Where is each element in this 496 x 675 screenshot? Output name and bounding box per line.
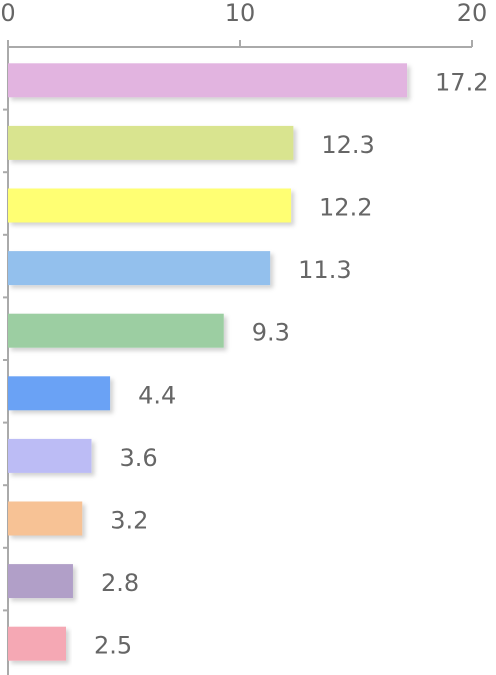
value-label: 2.8	[101, 569, 139, 597]
value-label: 12.2	[319, 194, 372, 222]
bar	[8, 251, 271, 286]
bar	[8, 438, 92, 473]
bar	[8, 376, 111, 411]
value-label: 3.6	[120, 444, 158, 472]
x-tick-label: 20	[457, 0, 488, 27]
bar	[8, 626, 66, 661]
bar	[8, 63, 408, 98]
bar	[8, 125, 294, 160]
bar	[8, 188, 292, 223]
bar	[8, 501, 83, 536]
value-label: 11.3	[298, 256, 351, 284]
value-label: 9.3	[252, 319, 290, 347]
x-tick-label: 10	[225, 0, 256, 27]
value-label: 3.2	[110, 507, 148, 535]
bar	[8, 313, 224, 348]
value-label: 2.5	[94, 632, 132, 660]
value-label: 12.3	[321, 131, 374, 159]
value-label: 17.2	[435, 68, 488, 96]
value-label: 4.4	[138, 381, 176, 409]
bar	[8, 564, 73, 599]
x-tick-label: 0	[0, 0, 15, 27]
